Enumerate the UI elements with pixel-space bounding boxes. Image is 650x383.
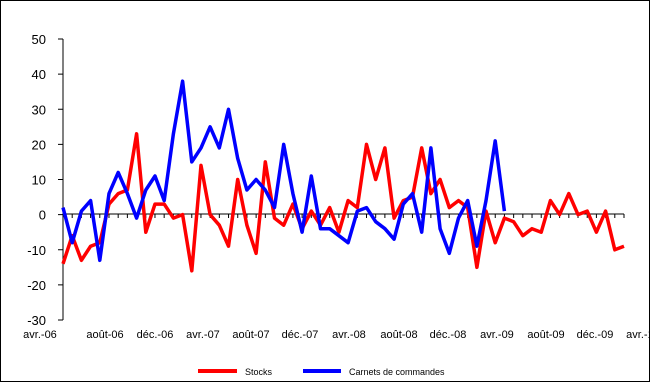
x-tick-label: avr.-06 <box>23 329 57 341</box>
y-axis: 50 40 30 20 10 0 -10 -20 -30 <box>27 32 63 328</box>
x-tick-label: août-07 <box>232 329 269 341</box>
series-lines <box>63 81 624 271</box>
y-tick-label: -20 <box>27 278 46 293</box>
x-tick-label: avr.-07 <box>186 329 220 341</box>
y-tick-label: 40 <box>32 67 46 82</box>
x-tick-label: déc.-07 <box>282 329 319 341</box>
x-tick-label: août-08 <box>380 329 417 341</box>
y-tick-label: -10 <box>27 243 46 258</box>
x-tick-label: avr.-09 <box>480 329 514 341</box>
x-tick-label: déc.-08 <box>430 329 467 341</box>
legend-label-1: Carnets de commandes <box>349 367 445 377</box>
x-tick-label: déc.-06 <box>137 329 174 341</box>
y-tick-label: 30 <box>32 102 46 117</box>
legend-label-0: Stocks <box>245 367 273 377</box>
x-tick-label: août-09 <box>527 329 564 341</box>
x-tick-label: avr.-10 <box>626 329 650 341</box>
y-tick-label: 20 <box>32 137 46 152</box>
x-tick-label: avr.-08 <box>332 329 366 341</box>
y-tick-label: 10 <box>32 173 46 188</box>
x-tick-label: déc.-09 <box>577 329 614 341</box>
y-tick-label: 0 <box>39 208 46 223</box>
series-line-0 <box>63 134 624 271</box>
x-tick-label: août-06 <box>86 329 123 341</box>
legend: Stocks Carnets de commandes <box>198 367 445 377</box>
y-tick-label: 50 <box>32 32 46 47</box>
y-tick-label: -30 <box>27 313 46 328</box>
